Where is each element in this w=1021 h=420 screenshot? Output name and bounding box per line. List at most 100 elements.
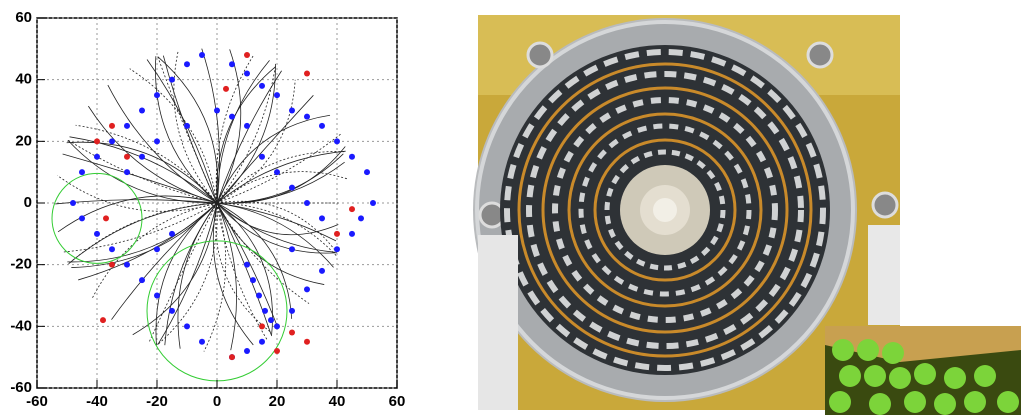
- y-tick-label: -20: [10, 256, 32, 273]
- point: [214, 107, 220, 114]
- point: [349, 206, 355, 213]
- point: [169, 76, 175, 83]
- y-tick-label: 60: [15, 9, 32, 26]
- track: [216, 60, 270, 204]
- track: [216, 202, 310, 304]
- track: [155, 56, 218, 204]
- track: [216, 65, 276, 204]
- track: [216, 63, 276, 204]
- point: [94, 153, 100, 160]
- x-tick-label: -20: [146, 393, 168, 410]
- track: [216, 79, 296, 204]
- point: [109, 138, 115, 145]
- point: [199, 338, 205, 345]
- point: [109, 246, 115, 253]
- point: [100, 317, 106, 324]
- track: [63, 202, 218, 253]
- point: [274, 169, 280, 176]
- point: [268, 317, 274, 324]
- point: [124, 261, 130, 268]
- y-tick-label: 0: [24, 194, 32, 211]
- track: [67, 139, 218, 204]
- x-tick-label: 40: [329, 393, 346, 410]
- track: [148, 202, 218, 343]
- point: [370, 200, 376, 206]
- point: [124, 153, 130, 160]
- track: [88, 105, 218, 204]
- track: [216, 66, 276, 204]
- point: [79, 169, 85, 176]
- point: [154, 92, 160, 99]
- point: [124, 122, 130, 129]
- track: [164, 202, 218, 346]
- point: [244, 122, 250, 129]
- track: [216, 200, 335, 250]
- point: [154, 246, 160, 253]
- point: [139, 277, 145, 284]
- track: [107, 84, 218, 204]
- point: [244, 70, 250, 77]
- point: [169, 307, 175, 314]
- x-tick-label: 20: [269, 393, 286, 410]
- track: [132, 202, 218, 336]
- point: [358, 215, 364, 222]
- point: [169, 230, 175, 237]
- point: [319, 122, 325, 129]
- track: [216, 202, 293, 319]
- track: [67, 139, 218, 204]
- track: [216, 114, 331, 204]
- point: [289, 184, 295, 191]
- track-circle: [51, 172, 143, 264]
- y-tick-label: -40: [10, 317, 32, 334]
- point: [289, 307, 295, 314]
- track: [173, 51, 218, 204]
- point: [184, 61, 190, 68]
- track: [216, 202, 237, 351]
- point: [154, 138, 160, 145]
- point: [223, 85, 229, 92]
- track: [216, 202, 272, 335]
- track: [129, 68, 218, 204]
- track: [68, 202, 218, 265]
- point: [199, 52, 205, 58]
- track: [201, 48, 220, 204]
- point: [109, 261, 115, 268]
- point: [139, 153, 145, 160]
- point: [259, 153, 265, 160]
- point: [304, 70, 310, 77]
- point: [244, 348, 250, 354]
- point: [259, 323, 265, 330]
- point: [184, 323, 190, 330]
- point: [349, 230, 355, 237]
- point: [334, 138, 340, 145]
- point: [256, 292, 262, 299]
- track: [216, 70, 282, 204]
- point: [274, 92, 280, 99]
- track: [216, 151, 345, 204]
- track: [71, 202, 218, 268]
- inset-photo: [825, 326, 1021, 415]
- y-tick-label: 20: [15, 132, 32, 149]
- y-tick-label: 40: [15, 71, 32, 88]
- track: [216, 202, 339, 236]
- point: [124, 169, 130, 176]
- point: [262, 307, 268, 314]
- point: [244, 261, 250, 268]
- track: [67, 202, 218, 263]
- track: [75, 124, 218, 204]
- track: [157, 202, 218, 345]
- x-tick-label: 60: [389, 393, 406, 410]
- point: [349, 153, 355, 160]
- point: [229, 113, 235, 120]
- point: [139, 107, 145, 114]
- track: [69, 136, 218, 204]
- track: [216, 161, 345, 204]
- point: [334, 246, 340, 253]
- point: [289, 329, 295, 336]
- point: [184, 122, 190, 129]
- x-tick-label: -40: [86, 393, 108, 410]
- point: [250, 277, 256, 284]
- point: [334, 230, 340, 237]
- track: [215, 54, 255, 204]
